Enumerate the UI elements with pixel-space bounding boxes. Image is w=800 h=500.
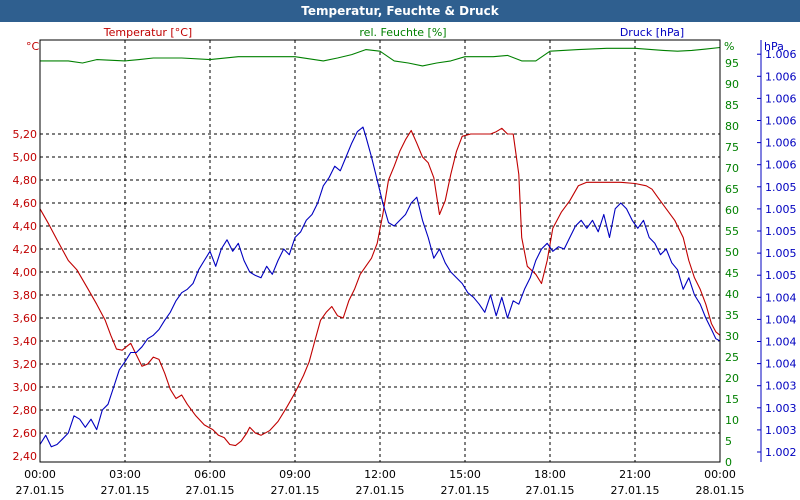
press-tick-label: 1.005 bbox=[765, 181, 797, 194]
press-tick-label: 1.006 bbox=[765, 48, 797, 61]
hum-tick-label: 40 bbox=[725, 288, 739, 301]
chart-svg: 2,40 2,60 2,80 3,00 3,20 3,40 3,60 3,80 4,00 4,20… bbox=[13, 26, 797, 497]
hum-tick-label: 35 bbox=[725, 309, 739, 322]
press-tick-label: 1.003 bbox=[765, 424, 797, 437]
press-tick-label: 1.004 bbox=[765, 358, 797, 371]
x-tick-time: 03:00 bbox=[109, 468, 141, 481]
x-tick-time: 06:00 bbox=[194, 468, 226, 481]
press-tick-label: 1.005 bbox=[765, 203, 797, 216]
temp-axis-title: Temperatur [°C] bbox=[103, 26, 192, 39]
hum-tick-label: 45 bbox=[725, 267, 739, 280]
x-tick-time: 21:00 bbox=[619, 468, 651, 481]
hum-unit-label: % bbox=[724, 40, 734, 53]
temp-tick-label: 5,20 bbox=[13, 128, 38, 141]
temp-tick-label: 4,60 bbox=[13, 197, 38, 210]
x-tick-date: 27.01.15 bbox=[16, 484, 65, 497]
temp-tick-label: 4,20 bbox=[13, 243, 38, 256]
hum-tick-label: 0 bbox=[725, 456, 732, 469]
temp-tick-label: 3,60 bbox=[13, 312, 38, 325]
hum-tick-label: 90 bbox=[725, 78, 739, 91]
series-line-hum bbox=[40, 46, 721, 67]
temp-tick-label: 4,00 bbox=[13, 266, 38, 279]
hum-tick-label: 85 bbox=[725, 99, 739, 112]
press-tick-label: 1.006 bbox=[765, 70, 797, 83]
temp-unit-label: °C bbox=[26, 40, 40, 53]
hum-tick-label: 80 bbox=[725, 120, 739, 133]
press-tick-label: 1.006 bbox=[765, 92, 797, 105]
temp-tick-label: 3,80 bbox=[13, 289, 38, 302]
temp-tick-label: 3,40 bbox=[13, 335, 38, 348]
x-tick-date: 27.01.15 bbox=[271, 484, 320, 497]
temp-tick-label: 5,00 bbox=[13, 151, 38, 164]
press-tick-label: 1.005 bbox=[765, 269, 797, 282]
series-line-press bbox=[39, 126, 721, 448]
hum-tick-label: 30 bbox=[725, 330, 739, 343]
hum-tick-label: 50 bbox=[725, 246, 739, 259]
x-tick-time: 15:00 bbox=[449, 468, 481, 481]
hum-tick-label: 25 bbox=[725, 351, 739, 364]
hum-tick-label: 60 bbox=[725, 204, 739, 217]
hum-tick-label: 10 bbox=[725, 414, 739, 427]
x-tick-time: 18:00 bbox=[534, 468, 566, 481]
hum-tick-label: 55 bbox=[725, 225, 739, 238]
press-tick-label: 1.004 bbox=[765, 336, 797, 349]
chart-title: Temperatur, Feuchte & Druck bbox=[0, 0, 800, 22]
press-tick-label: 1.002 bbox=[765, 446, 797, 459]
x-tick-date: 27.01.15 bbox=[441, 484, 490, 497]
x-tick-date: 27.01.15 bbox=[101, 484, 150, 497]
x-tick-time: 12:00 bbox=[364, 468, 396, 481]
temp-tick-label: 4,40 bbox=[13, 220, 38, 233]
hum-tick-label: 65 bbox=[725, 183, 739, 196]
x-tick-date: 27.01.15 bbox=[356, 484, 405, 497]
x-tick-date: 28.01.15 bbox=[696, 484, 745, 497]
press-tick-label: 1.005 bbox=[765, 247, 797, 260]
plot-border bbox=[39, 39, 721, 463]
press-tick-label: 1.004 bbox=[765, 313, 797, 326]
hum-tick-label: 15 bbox=[725, 393, 739, 406]
press-tick-label: 1.006 bbox=[765, 115, 797, 128]
press-tick-label: 1.006 bbox=[765, 159, 797, 172]
temp-tick-label: 4,80 bbox=[13, 174, 38, 187]
x-tick-date: 27.01.15 bbox=[611, 484, 660, 497]
x-tick-date: 27.01.15 bbox=[186, 484, 235, 497]
series-line-temp bbox=[39, 127, 721, 447]
temp-tick-label: 3,20 bbox=[13, 358, 38, 371]
hum-axis-title: rel. Feuchte [%] bbox=[359, 26, 446, 39]
hum-tick-label: 75 bbox=[725, 141, 739, 154]
temp-tick-label: 3,00 bbox=[13, 381, 38, 394]
press-tick-label: 1.003 bbox=[765, 402, 797, 415]
press-tick-label: 1.003 bbox=[765, 380, 797, 393]
temp-tick-label: 2,60 bbox=[13, 427, 38, 440]
hum-tick-label: 20 bbox=[725, 372, 739, 385]
press-tick-label: 1.006 bbox=[765, 137, 797, 150]
x-tick-date: 27.01.15 bbox=[526, 484, 575, 497]
x-tick-time: 09:00 bbox=[279, 468, 311, 481]
temp-tick-label: 2,40 bbox=[13, 450, 38, 463]
press-tick-label: 1.004 bbox=[765, 291, 797, 304]
hum-tick-label: 70 bbox=[725, 162, 739, 175]
x-tick-time: 00:00 bbox=[704, 468, 736, 481]
press-axis-title: Druck [hPa] bbox=[620, 26, 684, 39]
press-unit-label: hPa bbox=[764, 40, 784, 53]
hum-tick-label: 95 bbox=[725, 57, 739, 70]
x-tick-time: 00:00 bbox=[24, 468, 56, 481]
press-tick-label: 1.005 bbox=[765, 225, 797, 238]
temp-tick-label: 2,80 bbox=[13, 404, 38, 417]
hum-tick-label: 5 bbox=[725, 435, 732, 448]
